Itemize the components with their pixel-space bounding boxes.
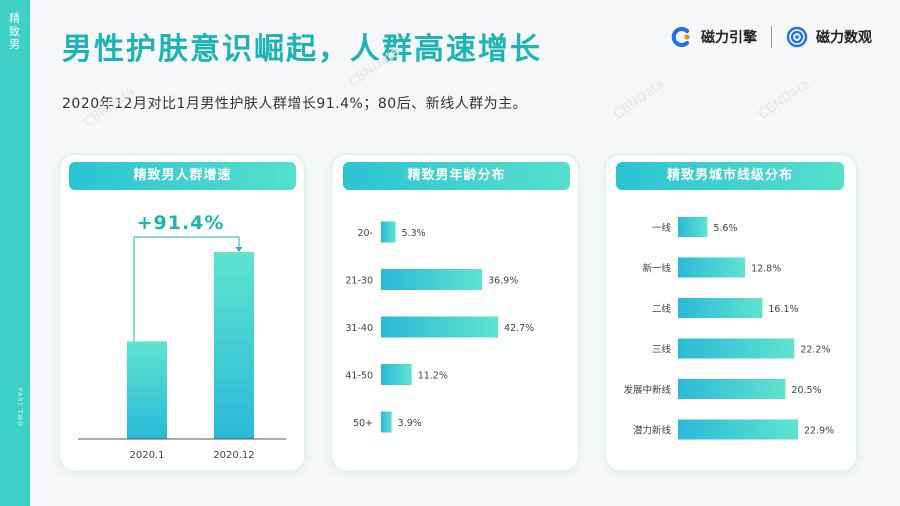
sidebar-section-label: 精致男 [9,12,20,51]
bar-value-label: 16.1% [768,304,798,315]
age-chart: 20- 5.3% 21-30 36.9% 31-40 42.7% 41-50 11.2% 50+… [345,221,534,433]
watermark: CBNData [611,76,668,123]
bar-value-label: 5.6% [713,223,737,234]
magnetic-data-logo-icon [786,26,808,48]
bar-value-label: 36.9% [488,276,518,287]
category-label: 新一线 [642,263,671,275]
bar-value-label: 20.5% [791,385,821,396]
logo-divider [771,26,772,48]
growth-panel-title: 精致男人群增速 [69,162,296,190]
magnetic-engine-logo-icon [671,27,690,47]
distribution-bar [678,257,746,278]
bar-value-label: 12.8% [751,264,781,275]
growth-annotation: +91.4% [137,212,225,234]
bar-value-label: 3.9% [398,418,422,429]
age-panel-title: 精致男年龄分布 [343,162,570,190]
growth-arrow [133,236,243,342]
bar-value-label: 22.2% [800,345,830,356]
category-label: 二线 [652,303,672,315]
bar-value-label: 22.9% [804,426,834,437]
growth-bar [127,341,167,439]
category-label: 潜力新线 [633,425,672,437]
category-label: 三线 [652,344,672,356]
bar-value-label: 11.2% [418,371,448,382]
city-panel-title: 精致男城市线级分布 [616,162,844,190]
brand1-logo-text: 磁力引擎 [701,30,757,46]
page-title: 男性护肤意识崛起，人群高速增长 [62,32,542,67]
growth-bar [214,252,254,439]
bar-value-label: 42.7% [504,323,534,334]
category-label: 31-40 [345,323,373,334]
brand2-logo-text: 磁力数观 [816,30,872,46]
distribution-bar [381,316,498,338]
distribution-bar [678,379,786,399]
distribution-bar [678,338,795,359]
distribution-bar [678,217,708,237]
category-label: 21-30 [345,276,373,287]
watermark: CBNData [756,76,813,123]
category-label: 41-50 [345,371,373,382]
city-chart: 一线 5.6% 新一线 12.8% 二线 16.1% 三线 22.2% 发展中新线 20.5% 潜力… [623,217,834,440]
distribution-bar [678,419,798,440]
age-panel: 20- 5.3% 21-30 36.9% 31-40 42.7% 41-50 11.2% 50+… [332,155,578,470]
arrow-head-icon [235,247,243,252]
page-subtitle: 2020年12月对比1月男性护肤人群增长91.4%；80后、新线人群为主。 [62,96,528,112]
distribution-bar [381,364,412,385]
bar-value-label: 5.3% [402,228,426,239]
distribution-bar [381,411,392,433]
x-tick-label: 2020.1 [130,450,165,461]
city-panel: 一线 5.6% 新一线 12.8% 二线 16.1% 三线 22.2% 发展中新线 20.5% 潜力… [606,155,856,470]
growth-chart: +91.4% 2020.1 2020.12 [78,212,286,461]
category-label: 发展中新线 [623,384,671,396]
sidebar: 精致男 PART TWO [0,0,30,506]
x-tick-label: 2020.12 [213,450,254,461]
category-label: 一线 [652,222,672,234]
distribution-bar [381,221,396,243]
category-label: 50+ [353,418,373,429]
growth-panel: +91.4% 2020.1 2020.12 [60,155,304,470]
distribution-bar [381,269,483,290]
logo-group: 磁力引擎 磁力数观 [671,26,872,48]
sidebar-part-label: PART TWO [16,388,23,427]
category-label: 20- [357,228,373,239]
distribution-bar [678,298,763,318]
